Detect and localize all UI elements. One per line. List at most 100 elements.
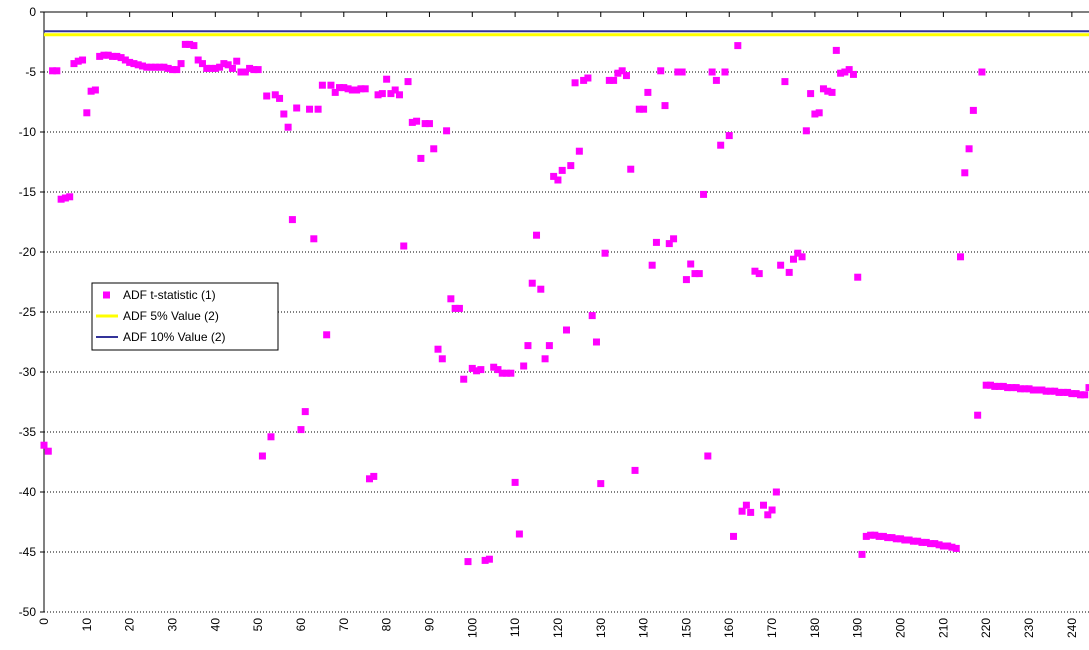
marker: [198, 60, 206, 68]
marker: [918, 538, 926, 546]
marker: [1012, 384, 1020, 392]
x-tick-label: 30: [165, 618, 179, 632]
marker: [241, 68, 249, 76]
marker: [991, 382, 999, 390]
marker: [897, 535, 905, 543]
marker: [143, 63, 151, 71]
marker: [134, 61, 142, 69]
marker: [1008, 384, 1016, 392]
marker: [374, 91, 382, 99]
marker: [203, 64, 211, 72]
marker: [1072, 390, 1080, 398]
marker: [288, 216, 296, 224]
marker: [751, 267, 759, 275]
marker: [580, 76, 588, 84]
marker: [233, 57, 241, 65]
marker: [554, 176, 562, 184]
marker: [387, 90, 395, 98]
marker: [485, 555, 493, 563]
y-tick-label: -50: [19, 605, 37, 619]
marker: [1021, 385, 1029, 393]
marker: [648, 261, 656, 269]
marker: [336, 84, 344, 92]
marker: [858, 550, 866, 558]
marker: [258, 452, 266, 460]
marker: [674, 68, 682, 76]
marker: [104, 51, 112, 59]
legend-box: [91, 282, 279, 351]
marker: [952, 544, 960, 552]
marker: [434, 345, 442, 353]
marker: [181, 40, 189, 48]
marker: [293, 104, 301, 112]
marker: [875, 532, 883, 540]
x-tick-label: 160: [722, 618, 736, 638]
marker: [425, 120, 433, 128]
marker: [455, 304, 463, 312]
marker: [785, 268, 793, 276]
marker: [1038, 386, 1046, 394]
marker: [53, 67, 61, 75]
x-tick-label: 20: [123, 618, 137, 632]
marker: [1034, 386, 1042, 394]
marker: [584, 74, 592, 82]
marker: [147, 63, 155, 71]
marker: [811, 110, 819, 118]
marker: [297, 426, 305, 434]
legend-label: ADF 10% Value (2): [123, 330, 226, 344]
marker: [652, 238, 660, 246]
marker: [91, 86, 99, 94]
marker: [867, 531, 875, 539]
marker: [438, 355, 446, 363]
legend-label: ADF t-statistic (1): [123, 288, 216, 302]
marker: [777, 261, 785, 269]
marker: [550, 172, 558, 180]
marker: [944, 542, 952, 550]
marker: [597, 480, 605, 488]
marker: [665, 240, 673, 248]
marker: [657, 67, 665, 75]
x-tick-label: 50: [251, 618, 265, 632]
marker: [216, 63, 224, 71]
marker: [695, 270, 703, 278]
marker: [738, 507, 746, 515]
marker: [742, 501, 750, 509]
marker: [841, 68, 849, 76]
marker: [537, 285, 545, 293]
marker: [922, 538, 930, 546]
marker: [481, 556, 489, 564]
marker: [563, 326, 570, 334]
marker: [177, 60, 185, 68]
marker: [1068, 390, 1076, 398]
marker: [310, 235, 318, 243]
marker: [1076, 391, 1084, 399]
marker: [935, 541, 943, 549]
marker: [1081, 391, 1089, 399]
marker: [168, 66, 176, 74]
marker: [533, 231, 541, 239]
marker: [365, 475, 373, 483]
marker: [494, 366, 502, 374]
marker: [40, 441, 48, 449]
marker: [490, 363, 498, 371]
marker: [845, 66, 853, 74]
marker: [250, 66, 258, 74]
marker: [164, 64, 172, 72]
marker: [999, 382, 1007, 390]
marker: [100, 51, 108, 59]
x-tick-label: 180: [808, 618, 822, 638]
marker: [909, 537, 917, 545]
marker: [614, 69, 622, 77]
marker: [1051, 387, 1059, 395]
marker: [66, 193, 74, 201]
marker: [96, 52, 104, 60]
marker: [378, 90, 386, 98]
marker: [246, 64, 254, 72]
marker: [74, 57, 82, 65]
marker: [1016, 385, 1024, 393]
marker: [884, 534, 892, 542]
marker: [837, 69, 845, 77]
marker: [721, 68, 729, 76]
marker: [687, 260, 695, 268]
